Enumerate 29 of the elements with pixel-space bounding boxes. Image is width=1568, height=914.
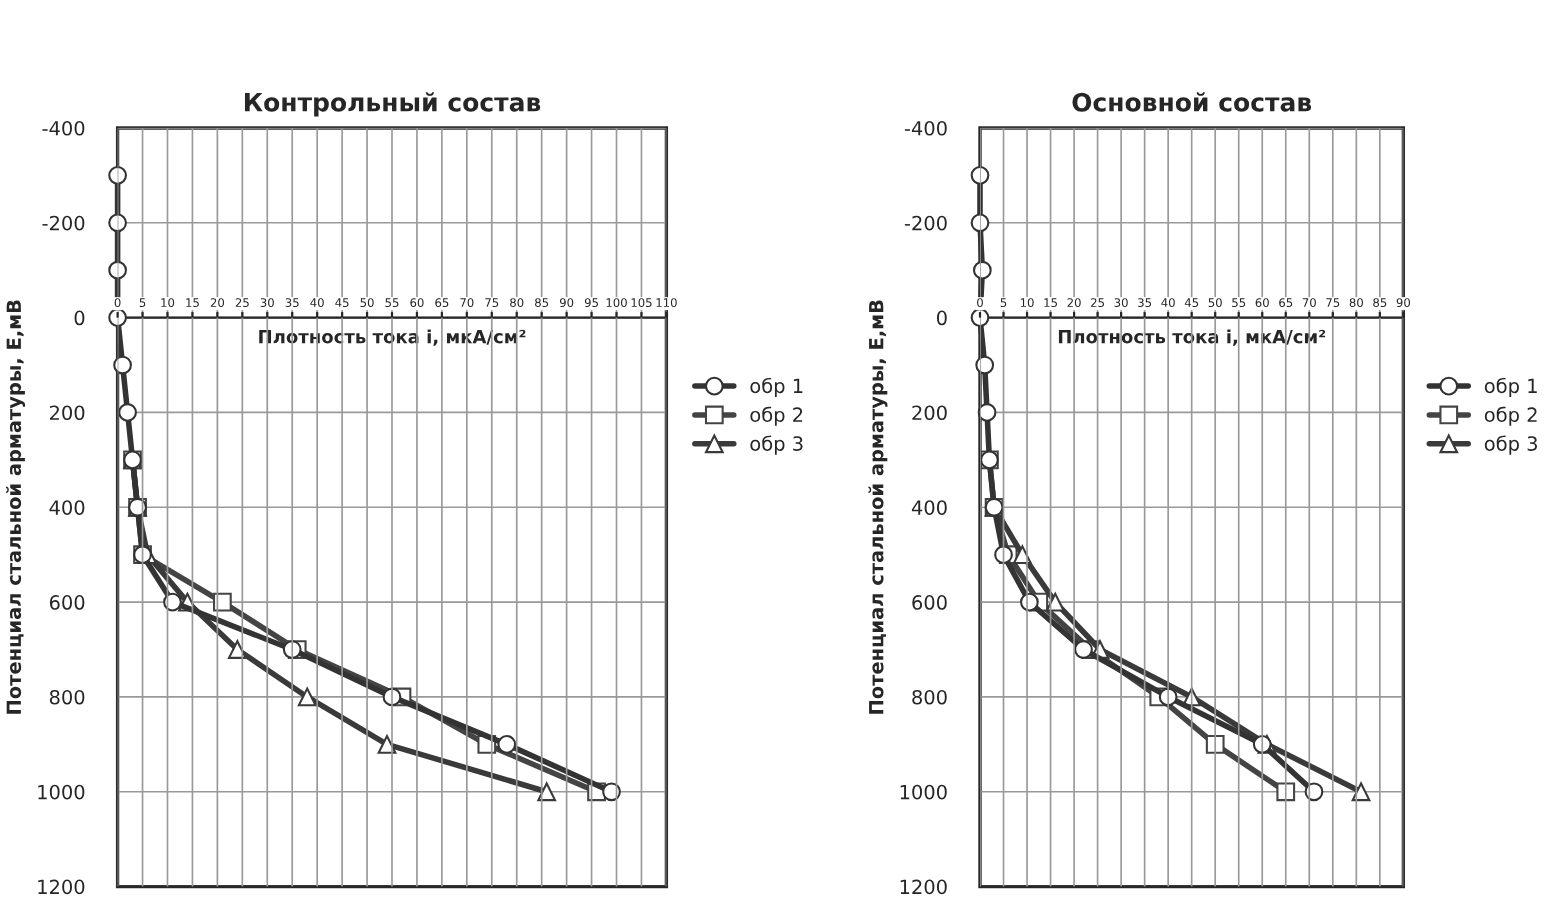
legend-label: обр 3	[1484, 435, 1537, 455]
legend-label: обр 3	[750, 435, 803, 455]
y-tick-label: 600	[49, 595, 85, 610]
chart-title: Контрольный состав	[244, 92, 541, 117]
legend-label: обр 2	[750, 406, 803, 426]
y-tick-label: -200	[42, 215, 85, 231]
y-tick-label: 400	[911, 500, 947, 515]
y-tick-label: -400	[42, 120, 85, 136]
legend-label: обр 1	[750, 377, 803, 397]
y-axis-title: Потенциал стальной арматуры, E,мВ	[868, 300, 888, 714]
y-tick-label: 0	[74, 310, 85, 326]
x-axis-title: Плотность тока i, мкА/см²	[259, 329, 526, 346]
legend-label: обр 1	[1484, 377, 1537, 397]
y-tick-label: 200	[49, 405, 85, 421]
y-tick-label: 1000	[38, 784, 85, 800]
y-tick-label: 200	[912, 405, 947, 421]
y-tick-label: 400	[49, 500, 85, 515]
y-tick-label: -200	[904, 215, 947, 231]
y-tick-label: -400	[904, 120, 947, 136]
y-tick-label: 800	[912, 689, 947, 705]
y-tick-label: 800	[49, 689, 85, 705]
y-tick-label: 1000	[900, 784, 947, 800]
legend-label: обр 2	[1484, 406, 1537, 426]
y-axis-title: Потенциал стальной арматуры, E,мВ	[6, 300, 26, 714]
y-tick-label: 600	[912, 595, 947, 610]
chart-title: Основной состав	[1072, 92, 1312, 112]
y-tick-label: 1200	[900, 879, 947, 895]
y-tick-label: 1200	[38, 879, 85, 895]
y-tick-label: 0	[936, 310, 947, 326]
